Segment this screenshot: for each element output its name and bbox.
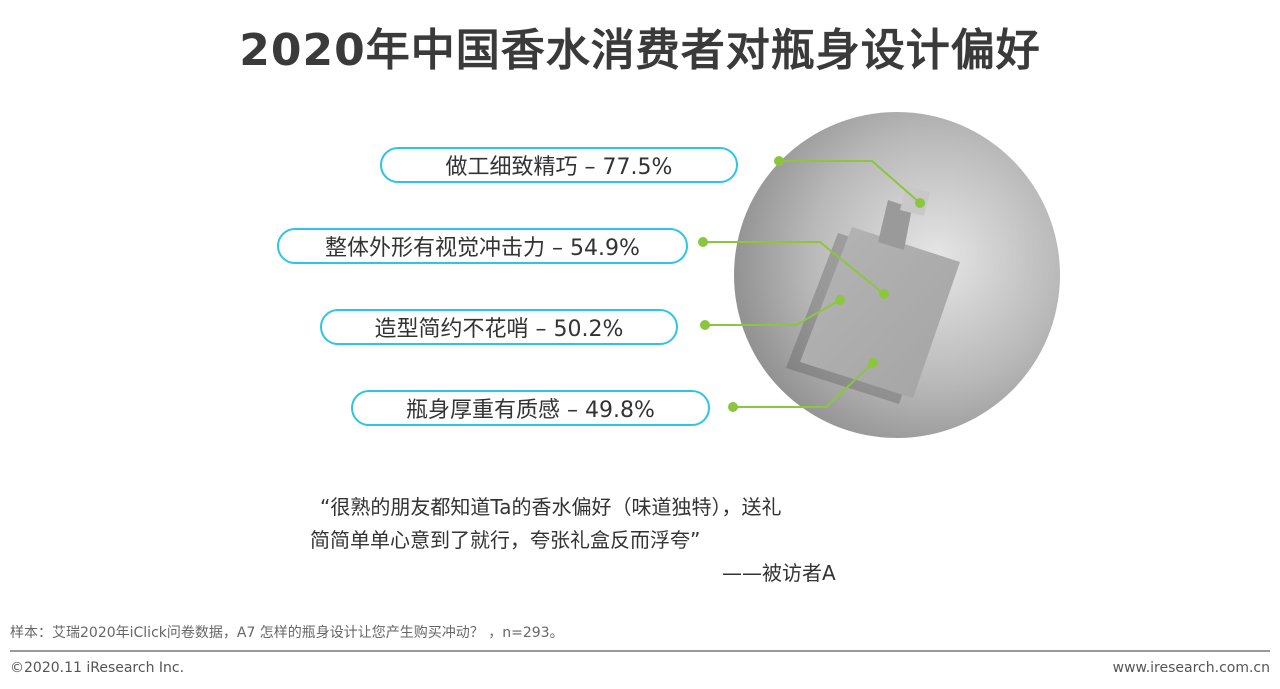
quote-attribution: ——被访者A xyxy=(722,561,836,585)
quote-line-1: “很熟的朋友都知道Ta的香水偏好（味道独特），送礼 xyxy=(320,495,782,519)
website-url: www.iresearch.com.cn xyxy=(1112,660,1270,676)
feature-label-solid-texture: 瓶身厚重有质感 – 49.8% xyxy=(351,390,710,426)
footer-divider xyxy=(10,650,1270,652)
bottle-neck xyxy=(878,200,912,250)
feature-label-craftsmanship: 做工细致精巧 – 77.5% xyxy=(380,147,738,183)
quote-line-2: 简简单单心意到了就行，夸张礼盒反而浮夸” xyxy=(310,528,701,552)
feature-label-simple-shape: 造型简约不花哨 – 50.2% xyxy=(320,309,678,345)
page-title: 2020年中国香水消费者对瓶身设计偏好 xyxy=(239,25,1041,76)
copyright: ©2020.11 iResearch Inc. xyxy=(10,660,185,676)
sample-note: 样本：艾瑞2020年iClick问卷数据，A7 怎样的瓶身设计让您产生购买冲动？… xyxy=(10,625,564,641)
connector-dots xyxy=(698,156,925,412)
bottle-cap xyxy=(900,186,930,216)
bottle-body xyxy=(800,227,960,398)
feature-label-visual-impact: 整体外形有视觉冲击力 – 54.9% xyxy=(277,228,688,264)
connectors xyxy=(703,160,921,408)
